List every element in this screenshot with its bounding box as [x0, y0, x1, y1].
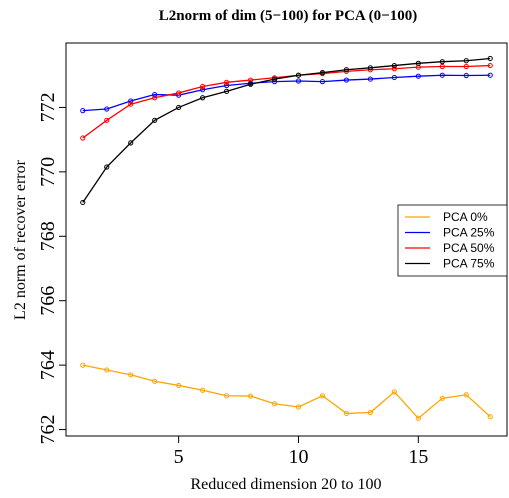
data-point-3-6 [223, 88, 230, 94]
data-point-2-2 [128, 101, 134, 107]
data-point-1-16 [463, 72, 469, 79]
data-point-3-10 [319, 70, 326, 76]
data-point-2-16 [463, 63, 469, 70]
legend: PCA 0% PCA 25%PCA 50% PCA 75% [397, 204, 508, 277]
axis-layer: 5 10 15 762 764 766 768 770 772 [37, 92, 428, 468]
y-tick-label-1: 764 [37, 350, 59, 380]
data-point-1-2 [128, 98, 134, 104]
series-line-3 [82, 57, 491, 203]
data-point-1-5 [200, 87, 206, 93]
data-point-2-13 [391, 66, 397, 72]
data-point-2-0 [80, 135, 86, 141]
data-point-3-0 [80, 199, 86, 206]
data-point-3-17 [487, 55, 493, 62]
data-point-1-1 [104, 106, 110, 112]
data-point-2-15 [439, 63, 445, 70]
y-tick-label-4: 770 [37, 157, 59, 187]
y-tick-label-5: 772 [37, 92, 59, 122]
series-line-2 [82, 64, 491, 139]
data-point-3-4 [176, 104, 182, 111]
data-point-0-12 [367, 409, 373, 416]
y-tick-label-2: 766 [37, 286, 59, 316]
data-point-3-5 [200, 95, 206, 101]
data-point-1-6 [223, 82, 230, 89]
data-point-0-4 [176, 382, 182, 389]
data-point-0-6 [223, 393, 230, 399]
series-line-0 [82, 364, 491, 420]
data-point-3-13 [391, 62, 397, 69]
data-point-1-10 [319, 79, 326, 85]
data-point-0-13 [391, 389, 397, 395]
data-point-1-13 [391, 74, 397, 81]
data-point-0-14 [415, 415, 421, 421]
data-point-0-1 [104, 367, 110, 373]
chart-title: L2norm of dim (5−100) for PCA (0−100) [159, 8, 417, 24]
data-point-2-3 [152, 95, 158, 101]
legend-label-1: PCA 25% [443, 226, 495, 240]
data-point-0-5 [200, 387, 206, 393]
data-point-1-3 [152, 91, 158, 98]
data-point-2-4 [176, 90, 182, 96]
x-tick-label-2: 15 [408, 446, 428, 468]
y-axis-label: L2 norm of recover error [12, 159, 29, 320]
data-point-0-9 [295, 404, 302, 410]
data-point-2-6 [223, 79, 230, 85]
data-point-1-17 [487, 72, 493, 78]
data-point-3-12 [367, 65, 373, 71]
data-point-3-16 [463, 58, 469, 64]
data-point-3-8 [271, 76, 278, 82]
y-tick-label-3: 768 [37, 221, 59, 251]
data-point-3-9 [295, 72, 302, 78]
data-point-0-3 [152, 378, 158, 384]
data-point-3-14 [415, 60, 421, 66]
data-point-0-8 [271, 401, 278, 407]
data-point-3-7 [247, 81, 254, 87]
data-point-3-11 [343, 67, 350, 73]
data-point-0-0 [80, 362, 86, 368]
data-point-0-2 [128, 372, 134, 378]
data-point-2-5 [200, 83, 206, 90]
data-point-1-11 [343, 77, 350, 83]
data-point-3-15 [439, 59, 445, 65]
legend-label-3: PCA 75% [443, 257, 495, 271]
x-tick-label-1: 10 [288, 446, 308, 468]
data-point-3-3 [152, 117, 158, 123]
data-point-2-1 [104, 117, 110, 123]
data-point-0-17 [487, 414, 493, 420]
data-point-3-2 [128, 140, 134, 146]
series-line-1 [82, 74, 491, 112]
series-layer [80, 55, 493, 421]
data-point-1-15 [439, 72, 445, 78]
y-tick-label-0: 762 [37, 415, 59, 445]
data-point-0-15 [439, 395, 445, 401]
data-point-1-9 [295, 78, 302, 84]
x-tick-label-0: 5 [174, 446, 184, 468]
legend-label-2: PCA 50% [443, 241, 495, 255]
x-axis-label: Reduced dimension 20 to 100 [190, 476, 381, 493]
data-point-0-11 [343, 410, 350, 417]
data-point-0-7 [247, 393, 254, 399]
legend-label-0: PCA 0% [443, 210, 488, 224]
data-point-0-10 [319, 393, 326, 399]
data-point-1-14 [415, 73, 421, 79]
data-point-1-0 [80, 108, 86, 114]
data-point-1-12 [367, 76, 373, 82]
data-point-2-17 [487, 62, 493, 69]
data-point-3-1 [104, 164, 110, 170]
data-point-0-16 [463, 392, 469, 398]
